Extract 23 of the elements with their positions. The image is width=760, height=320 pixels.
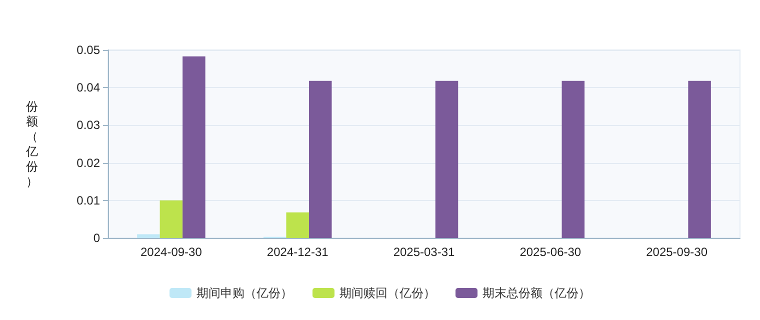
y-tick-label: 0.05 (76, 43, 100, 57)
x-tick-label: 2024-09-30 (140, 245, 202, 259)
bar (435, 80, 458, 238)
bar (137, 234, 160, 238)
bar (562, 80, 585, 238)
legend-label: 期间申购（亿份） (196, 286, 292, 300)
legend-label: 期间赎回（亿份） (340, 286, 436, 300)
bar (182, 56, 206, 238)
y-tick-label: 0.03 (76, 118, 100, 132)
bar (286, 212, 309, 238)
bar (308, 80, 332, 238)
bar (160, 200, 183, 238)
y-tick-label: 0.01 (76, 193, 100, 208)
x-tick-label: 2025-09-30 (646, 245, 708, 259)
y-axis-title: 份额（亿份） (25, 100, 38, 188)
y-tick-label: 0.04 (76, 80, 100, 95)
bar (688, 80, 711, 238)
y-tick-label: 0.02 (76, 156, 100, 170)
x-tick-label: 2024-12-31 (266, 245, 329, 259)
x-tick-label: 2025-03-31 (393, 245, 456, 259)
y-tick-label: 0 (93, 231, 100, 245)
legend-label: 期末总份额（亿份） (482, 286, 590, 300)
x-tick-label: 2025-06-30 (520, 245, 582, 259)
